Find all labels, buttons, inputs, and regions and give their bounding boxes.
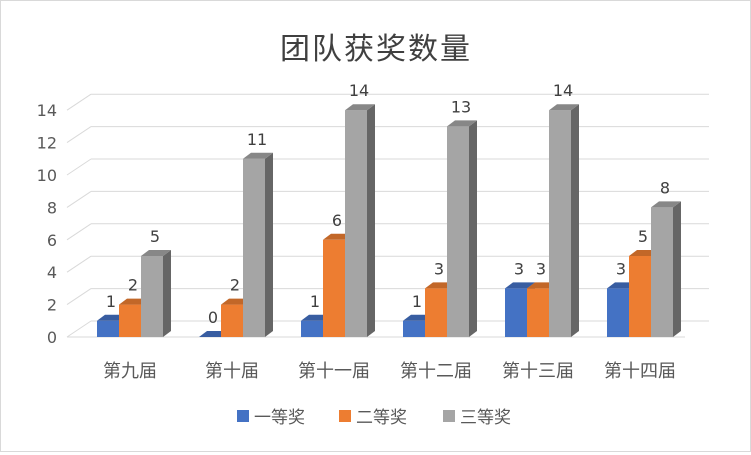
data-label: 2 bbox=[128, 276, 138, 295]
legend-label: 三等奖 bbox=[460, 408, 511, 428]
bar-front bbox=[425, 288, 447, 337]
legend-item-2[interactable]: 二等奖 bbox=[339, 408, 407, 428]
legend-swatch bbox=[237, 410, 249, 422]
data-label: 3 bbox=[514, 259, 524, 278]
legend-label: 一等奖 bbox=[254, 408, 305, 428]
bar bbox=[243, 152, 273, 337]
bar-front bbox=[403, 320, 425, 337]
data-label: 13 bbox=[451, 97, 471, 116]
data-label: 6 bbox=[332, 211, 342, 230]
bar bbox=[141, 250, 171, 337]
bar-side bbox=[163, 250, 171, 337]
data-label: 1 bbox=[412, 292, 422, 311]
bar-top bbox=[651, 201, 681, 208]
y-tick-label: 0 bbox=[47, 328, 57, 347]
data-label: 11 bbox=[247, 130, 267, 149]
bar-front bbox=[505, 288, 527, 337]
bar-top bbox=[505, 282, 535, 289]
y-tick-label: 4 bbox=[47, 263, 57, 282]
y-tick-label: 8 bbox=[47, 198, 57, 217]
legend-item-1[interactable]: 一等奖 bbox=[237, 408, 305, 428]
gridlines bbox=[66, 93, 709, 338]
y-axis: 0 2 4 6 8 10 12 14 bbox=[37, 101, 57, 347]
bar-front bbox=[221, 304, 243, 337]
bar-front bbox=[97, 320, 119, 337]
data-label: 5 bbox=[150, 227, 160, 246]
y-tick-label: 14 bbox=[37, 101, 57, 120]
legend-label: 二等奖 bbox=[356, 408, 407, 428]
bar-top bbox=[549, 104, 579, 111]
data-label: 1 bbox=[106, 292, 116, 311]
x-tick-label: 第十二届 bbox=[400, 361, 472, 382]
data-label: 3 bbox=[536, 259, 546, 278]
data-label: 14 bbox=[349, 81, 369, 100]
x-tick-label: 第十一届 bbox=[298, 361, 370, 382]
gridline-side bbox=[66, 255, 92, 273]
bar bbox=[345, 104, 375, 337]
data-label: 3 bbox=[616, 259, 626, 278]
data-label: 14 bbox=[553, 81, 573, 100]
x-tick-label: 第十届 bbox=[205, 361, 259, 382]
y-tick-label: 12 bbox=[37, 134, 57, 153]
gridline-side bbox=[66, 93, 92, 111]
bar-front bbox=[651, 207, 673, 337]
gridline-side bbox=[66, 223, 92, 241]
bar-top bbox=[345, 104, 375, 111]
bar-front bbox=[549, 110, 571, 337]
x-tick-label: 第十四届 bbox=[604, 361, 676, 382]
bar-front bbox=[243, 158, 265, 337]
bar-top bbox=[141, 250, 171, 256]
bar-front bbox=[345, 110, 367, 337]
bar-side bbox=[469, 120, 477, 338]
bar-side bbox=[265, 152, 273, 337]
gridline-side bbox=[66, 158, 92, 176]
bar-side bbox=[673, 201, 681, 337]
data-label: 2 bbox=[230, 276, 240, 295]
plot-area bbox=[97, 104, 681, 338]
bar-front bbox=[527, 288, 549, 337]
gridline-side bbox=[66, 126, 92, 144]
bar-top bbox=[243, 152, 273, 159]
bar bbox=[549, 104, 579, 337]
data-label: 8 bbox=[660, 178, 670, 197]
bar-front bbox=[141, 256, 163, 337]
x-tick-label: 第十三届 bbox=[502, 361, 574, 382]
data-label: 3 bbox=[434, 259, 444, 278]
bar-side bbox=[571, 104, 579, 337]
bar-top bbox=[447, 120, 477, 127]
data-label: 1 bbox=[310, 292, 320, 311]
bar-front bbox=[629, 256, 651, 337]
legend-swatch bbox=[339, 410, 351, 422]
bar bbox=[651, 201, 681, 337]
legend[interactable]: 一等奖 二等奖 三等奖 bbox=[237, 408, 511, 428]
data-label: 5 bbox=[638, 227, 648, 246]
bar-front bbox=[607, 288, 629, 337]
y-tick-label: 10 bbox=[37, 166, 57, 185]
bar-front bbox=[119, 304, 141, 337]
bar bbox=[447, 120, 477, 338]
chart-title: 团队获奖数量 bbox=[280, 32, 472, 67]
bar-front bbox=[447, 126, 469, 338]
gridline-side bbox=[66, 320, 92, 338]
x-axis: 第九届 第十届 第十一届 第十二届 第十三届 第十四届 bbox=[103, 361, 676, 382]
y-tick-label: 2 bbox=[47, 296, 57, 315]
gridline-side bbox=[66, 190, 92, 208]
bar-front bbox=[301, 320, 323, 337]
bar-front bbox=[323, 239, 345, 337]
legend-swatch bbox=[443, 410, 455, 422]
legend-item-3[interactable]: 三等奖 bbox=[443, 408, 511, 428]
data-label: 0 bbox=[208, 308, 218, 327]
x-tick-label: 第九届 bbox=[103, 361, 157, 382]
gridline-side bbox=[66, 288, 92, 306]
bar-side bbox=[367, 104, 375, 337]
y-tick-label: 6 bbox=[47, 231, 57, 250]
